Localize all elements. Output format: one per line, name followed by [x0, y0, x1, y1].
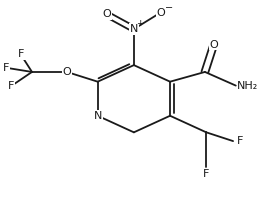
- Text: N: N: [130, 24, 138, 34]
- Text: F: F: [237, 136, 243, 146]
- Text: NH₂: NH₂: [237, 81, 258, 90]
- Text: F: F: [8, 81, 15, 90]
- Text: F: F: [3, 63, 9, 73]
- Text: −: −: [165, 3, 173, 13]
- Text: N: N: [94, 111, 102, 121]
- Text: +: +: [136, 19, 144, 28]
- Text: F: F: [18, 50, 25, 59]
- Text: O: O: [63, 67, 71, 77]
- Text: F: F: [203, 169, 209, 179]
- Text: O: O: [209, 40, 218, 50]
- Text: O: O: [103, 10, 112, 19]
- Text: O: O: [156, 8, 165, 18]
